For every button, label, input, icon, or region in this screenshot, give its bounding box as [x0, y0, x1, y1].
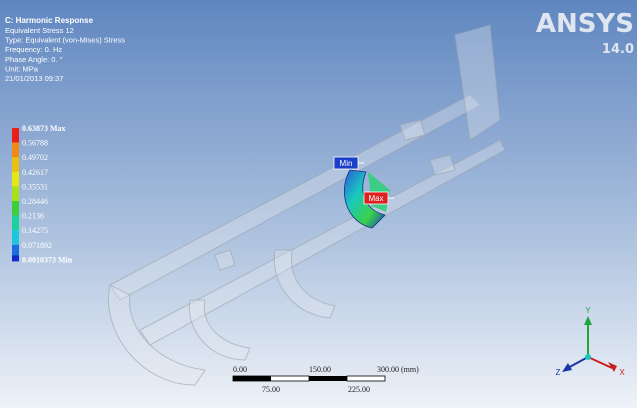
logo-version: 14.0 — [602, 42, 634, 57]
header-line: Unit: MPa — [5, 64, 39, 73]
legend-swatch — [12, 186, 19, 201]
background — [0, 0, 637, 408]
scale-label: 300.00 (mm) — [377, 365, 419, 374]
scale-label: 150.00 — [309, 365, 331, 374]
legend-label: 0.63873 Max — [22, 124, 66, 133]
viewport: C: Harmonic Response Equivalent Stress 1… — [0, 0, 637, 408]
legend-label: 0.42617 — [22, 168, 48, 177]
legend-label: 0.28446 — [22, 197, 48, 206]
legend-swatch — [12, 201, 19, 216]
probe-max-label: Max — [368, 194, 383, 203]
legend-swatch — [12, 143, 19, 158]
legend-label: 0.35531 — [22, 182, 48, 191]
legend-swatch — [12, 128, 19, 143]
legend-label: 0.49702 — [22, 153, 48, 162]
scale-label: 225.00 — [348, 385, 370, 394]
legend-swatch — [12, 230, 19, 245]
legend-swatch — [12, 255, 19, 261]
triad-z: Z — [556, 368, 561, 377]
scale-label: 0.00 — [233, 365, 247, 374]
header-line: Frequency: 0. Hz — [5, 45, 62, 54]
scale-bar — [233, 376, 385, 381]
probe-min-label: Min — [340, 159, 353, 168]
logo-brand: ANSYS — [536, 9, 634, 39]
triad-x: X — [619, 368, 625, 377]
header-line: Type: Equivalent (von-Mises) Stress — [5, 36, 125, 45]
legend-swatch — [12, 216, 19, 231]
legend-label: 0.0010373 Min — [22, 255, 73, 264]
header-line: Equivalent Stress 12 — [5, 26, 74, 35]
header-line: 21/01/2013 09:37 — [5, 74, 63, 83]
triad-y: Y — [585, 306, 591, 315]
legend-label: 0.071892 — [22, 241, 52, 250]
legend-swatch — [12, 172, 19, 187]
legend-label: 0.14275 — [22, 226, 48, 235]
header-title: C: Harmonic Response — [5, 16, 94, 25]
legend-swatch — [12, 157, 19, 172]
header-line: Phase Angle: 0. ° — [5, 55, 63, 64]
legend-label: 0.2136 — [22, 212, 44, 221]
legend-label: 0.56788 — [22, 139, 48, 148]
scale-label: 75.00 — [262, 385, 280, 394]
